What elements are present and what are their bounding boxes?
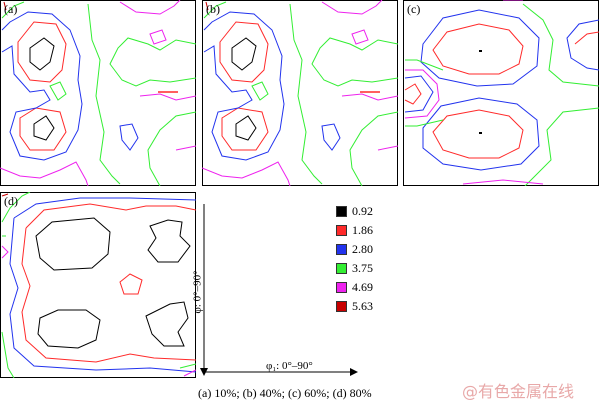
odf-panel-a: (a): [0, 0, 196, 186]
legend-value: 5.63: [352, 299, 373, 313]
contour-plot-a: [0, 0, 196, 186]
legend-value: 4.69: [352, 280, 373, 294]
odf-panel-c: (c): [403, 0, 599, 186]
legend-value: 1.86: [352, 223, 373, 237]
panel-label-d: (d): [4, 194, 18, 208]
panel-label-c: (c): [407, 2, 421, 16]
legend-value: 3.75: [352, 261, 373, 275]
legend-swatch: [336, 206, 347, 217]
legend-value: 2.80: [352, 242, 373, 256]
phi1-axis-label: φ₁: 0°–90°: [266, 360, 313, 372]
legend-item: 4.69: [336, 280, 406, 296]
odf-panel-b: (b): [202, 0, 398, 186]
panel-label-a: (a): [4, 2, 18, 16]
contour-plot-b: [202, 0, 398, 186]
axis-arrows: [200, 204, 358, 376]
legend-swatch: [336, 282, 347, 293]
legend-item: 1.86: [336, 223, 406, 239]
legend-item: 5.63: [336, 299, 406, 315]
panel-label-b: (b): [206, 2, 220, 16]
figure-caption: (a) 10%; (b) 40%; (c) 60%; (d) 80%: [198, 386, 372, 400]
phi-axis-arrowhead: [200, 368, 208, 376]
legend-swatch: [336, 301, 347, 312]
legend-swatch: [336, 225, 347, 236]
contour-plot-c: [403, 0, 599, 186]
odf-panel-d: (d): [0, 192, 196, 378]
phi-axis-label: φ: 0°–90°: [191, 270, 204, 314]
legend-item: 3.75: [336, 261, 406, 277]
contour-plot-d: [0, 192, 196, 378]
legend-swatch: [336, 263, 347, 274]
legend-value: 0.92: [352, 204, 373, 218]
watermark: @有色金属在线: [462, 382, 575, 401]
legend-item: 0.92: [336, 204, 406, 220]
legend-swatch: [336, 244, 347, 255]
legend-item: 2.80: [336, 242, 406, 258]
